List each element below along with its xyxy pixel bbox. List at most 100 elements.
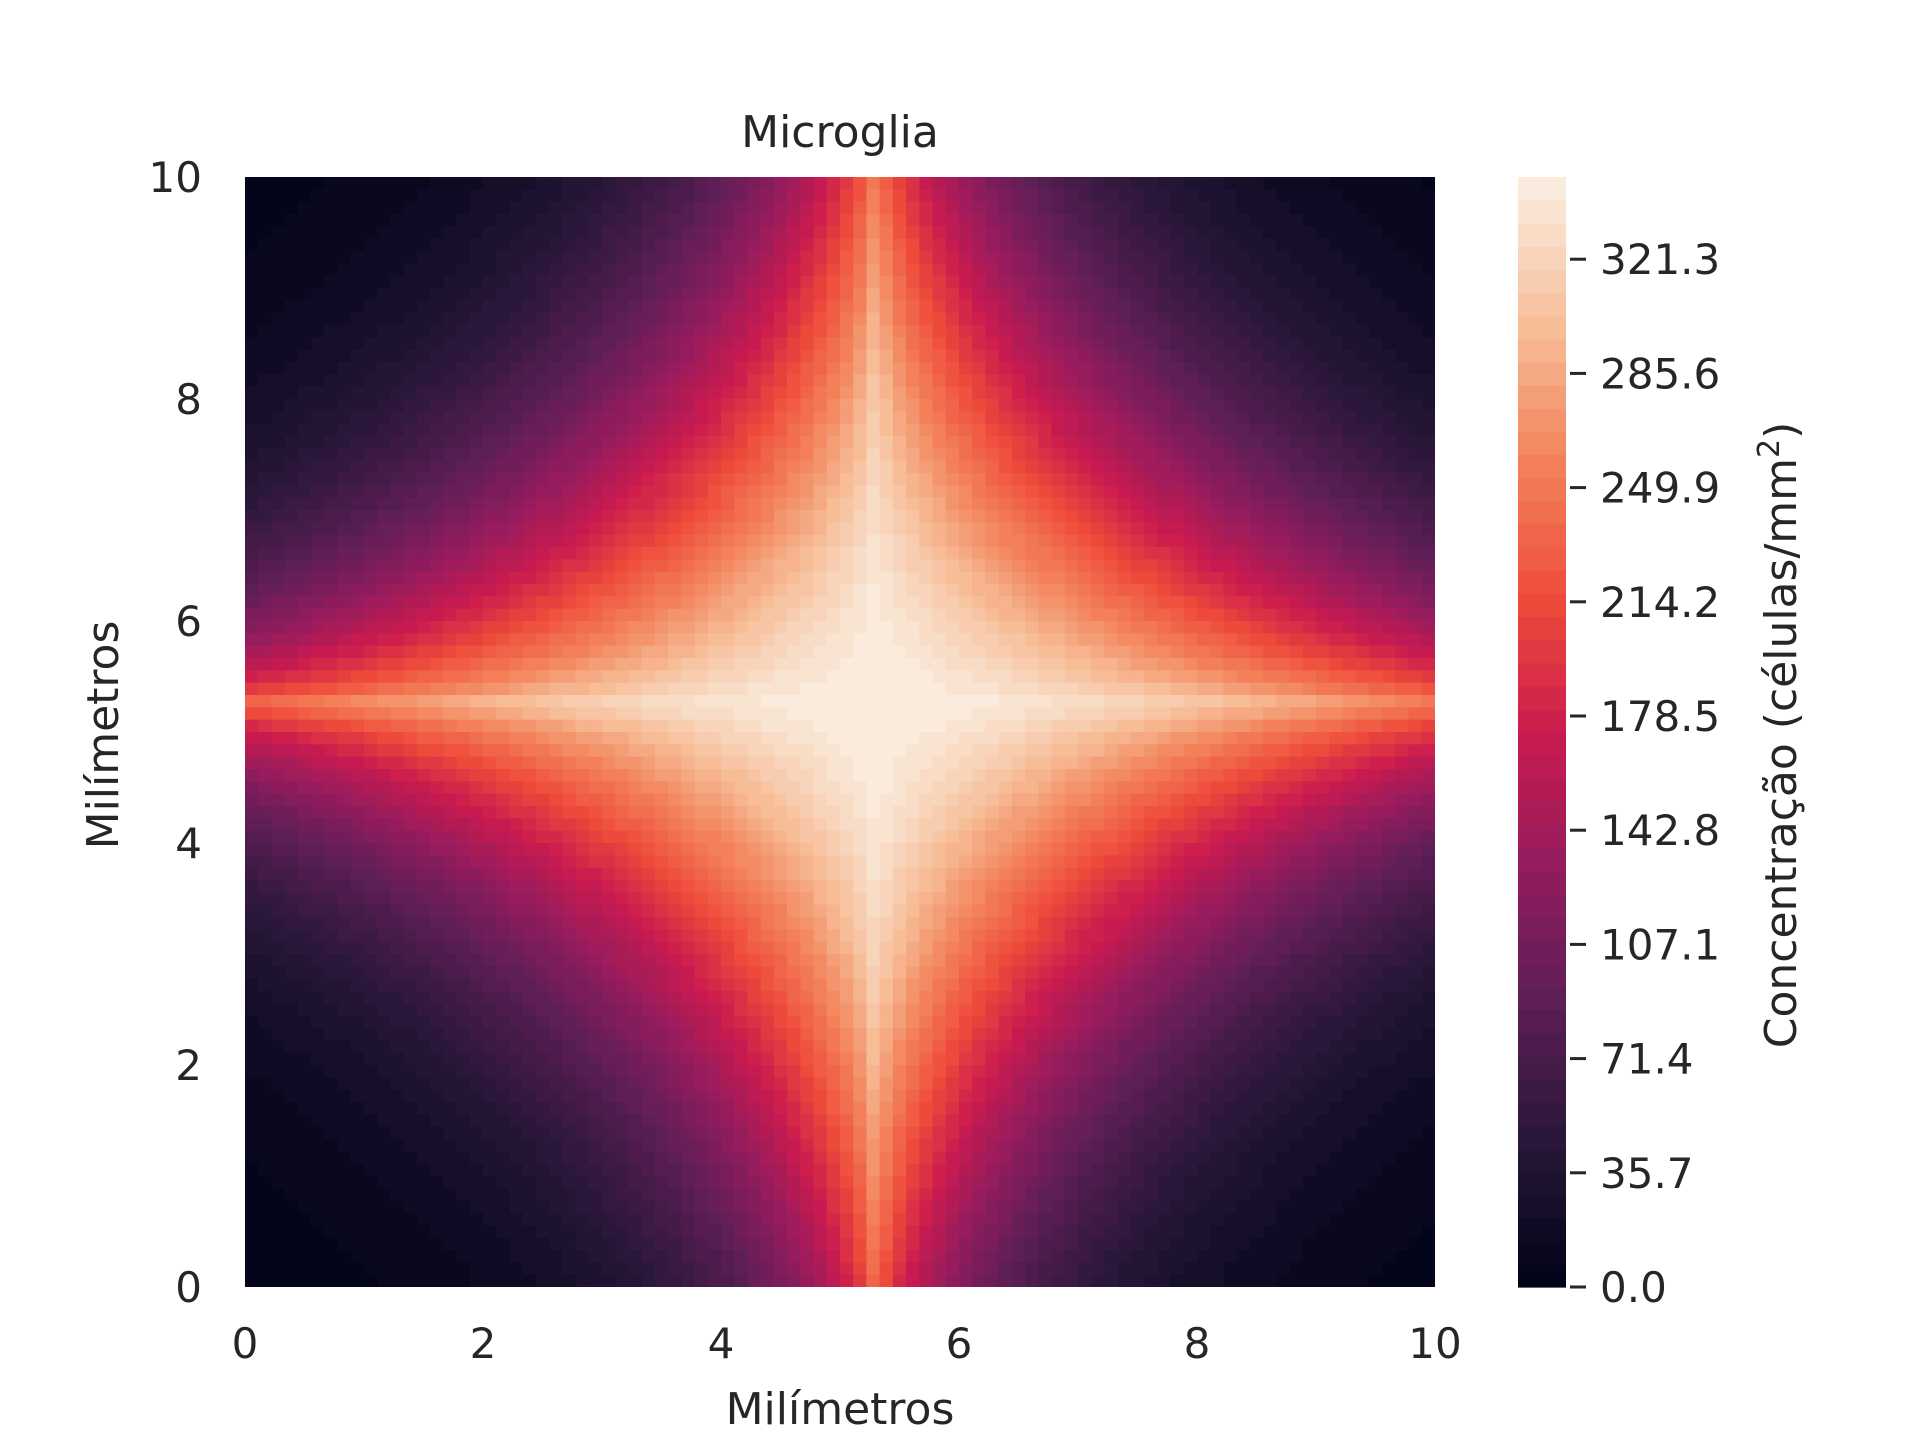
heatmap-cell bbox=[562, 547, 577, 561]
heatmap-cell bbox=[602, 448, 617, 462]
heatmap-cell bbox=[959, 300, 974, 314]
heatmap-cell bbox=[840, 559, 855, 573]
heatmap-cell bbox=[1210, 756, 1225, 770]
heatmap-cell bbox=[350, 571, 365, 585]
heatmap-cell bbox=[337, 818, 352, 832]
heatmap-cell bbox=[377, 275, 392, 289]
heatmap-cell bbox=[668, 781, 683, 795]
heatmap-cell bbox=[324, 349, 339, 363]
heatmap-cell bbox=[1117, 226, 1132, 240]
heatmap-cell bbox=[800, 608, 815, 622]
heatmap-cell bbox=[787, 337, 802, 351]
heatmap-cell bbox=[284, 596, 299, 610]
heatmap-cell bbox=[773, 559, 788, 573]
heatmap-cell bbox=[430, 436, 445, 450]
heatmap-cell bbox=[1223, 460, 1238, 474]
heatmap-cell bbox=[1197, 423, 1212, 437]
heatmap-cell bbox=[588, 349, 603, 363]
heatmap-cell bbox=[1025, 645, 1040, 659]
heatmap-cell bbox=[1408, 534, 1423, 548]
heatmap-cell bbox=[734, 460, 749, 474]
heatmap-cell bbox=[324, 682, 339, 696]
heatmap-cell bbox=[1395, 226, 1410, 240]
heatmap-cell bbox=[654, 843, 669, 857]
heatmap-cell bbox=[509, 325, 524, 339]
heatmap-cell bbox=[1421, 584, 1435, 598]
heatmap-cell bbox=[853, 349, 868, 363]
heatmap-cell bbox=[456, 843, 471, 857]
heatmap-cell bbox=[1197, 596, 1212, 610]
heatmap-cell bbox=[800, 473, 815, 487]
heatmap-cell bbox=[562, 756, 577, 770]
heatmap-cell bbox=[1064, 818, 1079, 832]
heatmap-cell bbox=[469, 448, 484, 462]
heatmap-cell bbox=[1289, 251, 1304, 265]
heatmap-cell bbox=[562, 695, 577, 709]
heatmap-cell bbox=[1263, 374, 1278, 388]
heatmap-cell bbox=[734, 362, 749, 376]
heatmap-cell bbox=[311, 793, 326, 807]
heatmap-cell bbox=[1263, 806, 1278, 820]
heatmap-cell bbox=[364, 719, 379, 733]
heatmap-cell bbox=[1382, 547, 1397, 561]
heatmap-cell bbox=[1183, 744, 1198, 758]
heatmap-cell bbox=[456, 830, 471, 844]
heatmap-cell bbox=[1078, 621, 1093, 635]
heatmap-cell bbox=[892, 386, 907, 400]
heatmap-cell bbox=[747, 781, 762, 795]
heatmap-cell bbox=[456, 510, 471, 524]
heatmap-cell bbox=[707, 214, 722, 228]
heatmap-cell bbox=[1170, 386, 1185, 400]
heatmap-cell bbox=[390, 436, 405, 450]
heatmap-cell bbox=[1170, 497, 1185, 511]
heatmap-cell bbox=[959, 201, 974, 215]
heatmap-cell bbox=[1183, 806, 1198, 820]
heatmap-cell bbox=[1368, 349, 1383, 363]
heatmap-cell bbox=[1025, 399, 1040, 413]
heatmap-cell bbox=[760, 744, 775, 758]
heatmap-cell bbox=[800, 374, 815, 388]
heatmap-cell bbox=[377, 226, 392, 240]
heatmap-cell bbox=[1302, 756, 1317, 770]
heatmap-cell bbox=[985, 522, 1000, 536]
heatmap-cell bbox=[1197, 769, 1212, 783]
heatmap-cell bbox=[1144, 399, 1159, 413]
heatmap-cell bbox=[734, 793, 749, 807]
heatmap-cell bbox=[826, 534, 841, 548]
heatmap-cell bbox=[734, 571, 749, 585]
heatmap-cell bbox=[1263, 584, 1278, 598]
heatmap-cell bbox=[483, 793, 498, 807]
heatmap-cell bbox=[575, 596, 590, 610]
heatmap-cell bbox=[826, 325, 841, 339]
heatmap-cell bbox=[1104, 571, 1119, 585]
heatmap-cell bbox=[1078, 312, 1093, 326]
heatmap-cell bbox=[628, 473, 643, 487]
heatmap-cell bbox=[337, 633, 352, 647]
heatmap-cell bbox=[734, 263, 749, 277]
heatmap-cell bbox=[1104, 374, 1119, 388]
heatmap-cell bbox=[1276, 534, 1291, 548]
heatmap-cell bbox=[773, 411, 788, 425]
heatmap-cell bbox=[496, 436, 511, 450]
heatmap-cell bbox=[496, 510, 511, 524]
heatmap-cell bbox=[773, 362, 788, 376]
heatmap-cell bbox=[1038, 806, 1053, 820]
heatmap-cell bbox=[866, 238, 881, 252]
heatmap-cell bbox=[1236, 744, 1251, 758]
heatmap-cell bbox=[721, 559, 736, 573]
heatmap-cell bbox=[311, 806, 326, 820]
heatmap-cell bbox=[1104, 201, 1119, 215]
heatmap-cell bbox=[311, 226, 326, 240]
heatmap-cell bbox=[324, 769, 339, 783]
heatmap-cell bbox=[1183, 818, 1198, 832]
heatmap-cell bbox=[271, 448, 286, 462]
heatmap-cell bbox=[1382, 695, 1397, 709]
heatmap-cell bbox=[575, 374, 590, 388]
heatmap-cell bbox=[1302, 596, 1317, 610]
heatmap-cell bbox=[1276, 374, 1291, 388]
heatmap-cell bbox=[535, 411, 550, 425]
heatmap-cell bbox=[694, 337, 709, 351]
heatmap-cell bbox=[483, 781, 498, 795]
heatmap-cell bbox=[297, 855, 312, 869]
heatmap-cell bbox=[972, 189, 987, 203]
